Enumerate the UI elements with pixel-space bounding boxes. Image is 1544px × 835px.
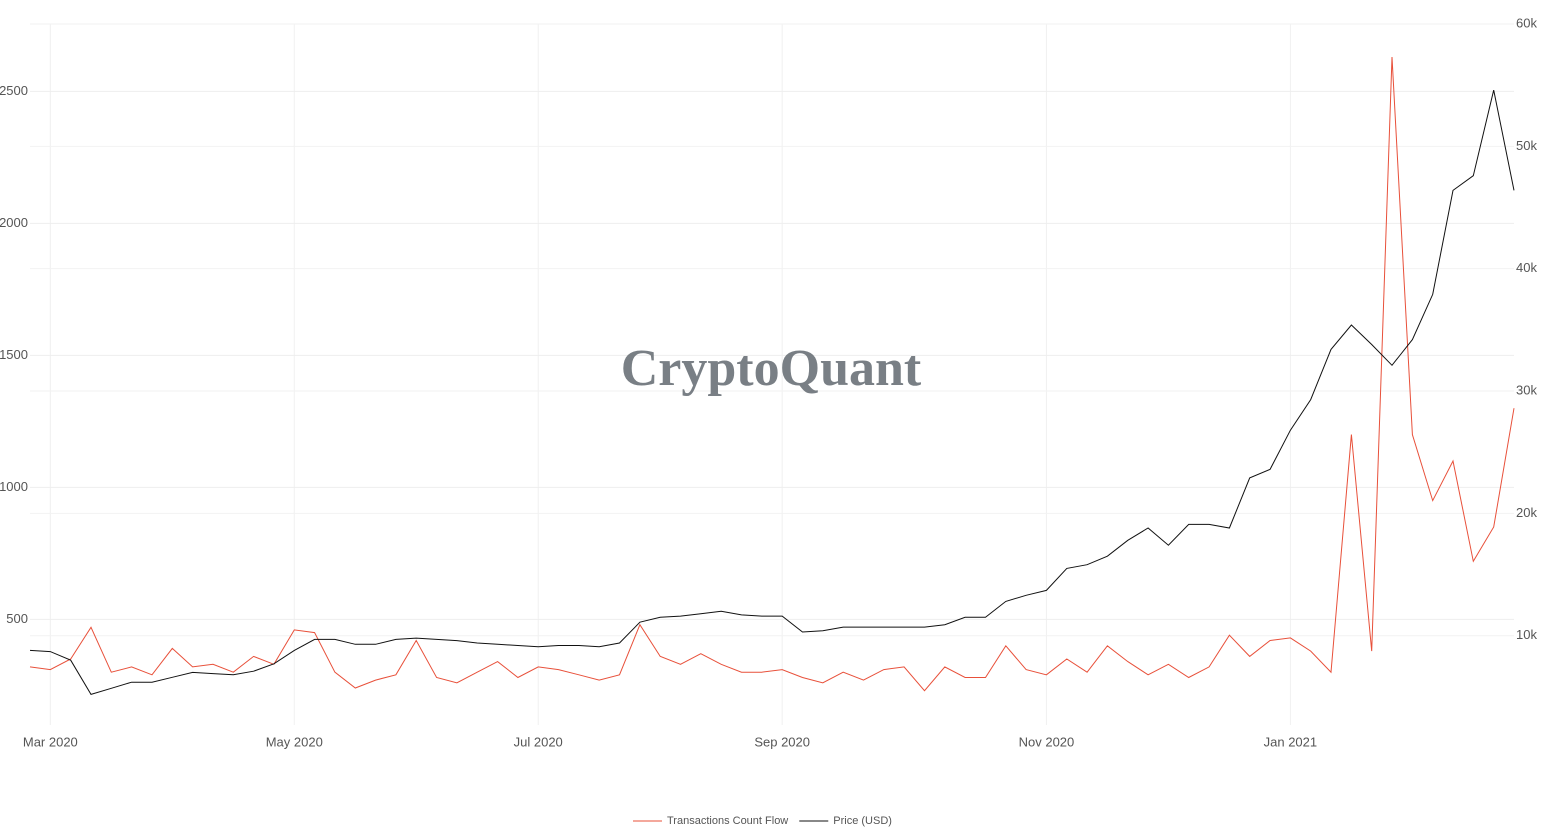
x-tick-label: Jan 2021 bbox=[1264, 734, 1318, 749]
x-tick-label: Nov 2020 bbox=[1019, 734, 1075, 749]
x-tick-label: Jul 2020 bbox=[514, 734, 563, 749]
x-tick-label: May 2020 bbox=[266, 734, 323, 749]
x-tick-label: Sep 2020 bbox=[754, 734, 810, 749]
series-line bbox=[29, 56, 1515, 692]
y2-tick-label: 20k bbox=[1516, 505, 1537, 520]
y2-tick-label: 50k bbox=[1516, 138, 1537, 153]
y2-tick-label: 40k bbox=[1516, 260, 1537, 275]
watermark: CryptoQuant bbox=[621, 340, 922, 397]
y-tick-label: 500 bbox=[6, 611, 28, 626]
x-tick-label: Mar 2020 bbox=[23, 734, 78, 749]
y-tick-label: 1000 bbox=[0, 479, 28, 494]
y2-tick-label: 10k bbox=[1516, 627, 1537, 642]
y2-tick-label: 60k bbox=[1516, 15, 1537, 30]
series-line bbox=[29, 89, 1515, 695]
y-tick-label: 2500 bbox=[0, 83, 28, 98]
y-tick-label: 2000 bbox=[0, 215, 28, 230]
y2-tick-label: 30k bbox=[1516, 382, 1537, 397]
legend-label: Transactions Count Flow bbox=[667, 815, 788, 827]
legend-label: Price (USD) bbox=[833, 815, 892, 827]
y-tick-label: 1500 bbox=[0, 347, 28, 362]
